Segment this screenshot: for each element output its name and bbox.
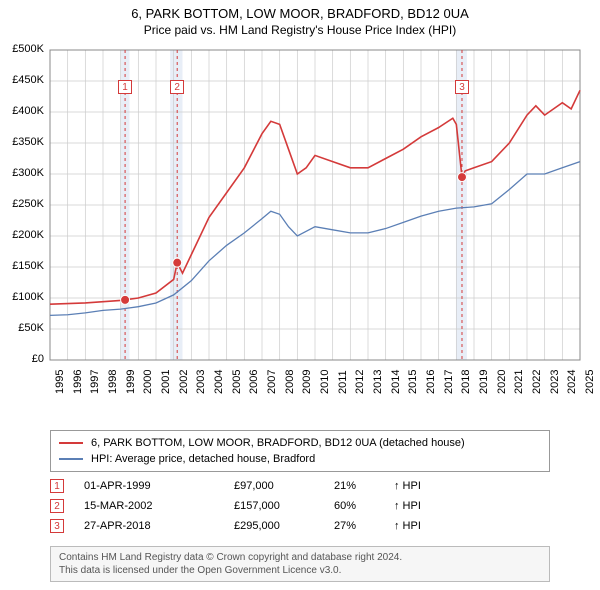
chart-subtitle: Price paid vs. HM Land Registry's House …: [0, 23, 600, 37]
x-tick-label: 2001: [160, 370, 172, 394]
x-tick-label: 2002: [178, 370, 190, 394]
transaction-marker: 1: [50, 479, 64, 493]
y-tick-label: £50K: [2, 322, 44, 334]
x-tick-label: 2015: [407, 370, 419, 394]
x-tick-label: 2011: [337, 370, 349, 394]
title-block: 6, PARK BOTTOM, LOW MOOR, BRADFORD, BD12…: [0, 0, 600, 37]
x-tick-label: 2023: [549, 370, 561, 394]
footnote-line: This data is licensed under the Open Gov…: [59, 564, 541, 577]
x-tick-label: 2009: [301, 370, 313, 394]
x-tick-label: 2008: [284, 370, 296, 394]
x-tick-label: 1999: [125, 370, 137, 394]
event-marker: 3: [455, 80, 469, 94]
legend-swatch: [59, 442, 83, 444]
x-tick-label: 1995: [54, 370, 66, 394]
x-tick-label: 2004: [213, 370, 225, 394]
transaction-marker: 3: [50, 519, 64, 533]
transaction-date: 15-MAR-2002: [84, 500, 234, 512]
x-tick-label: 2024: [566, 370, 578, 394]
x-tick-label: 2013: [372, 370, 384, 394]
legend-swatch: [59, 458, 83, 460]
x-tick-label: 2003: [195, 370, 207, 394]
transaction-price: £295,000: [234, 520, 334, 532]
x-tick-label: 2019: [478, 370, 490, 394]
x-tick-label: 1997: [89, 370, 101, 394]
x-tick-label: 2018: [460, 370, 472, 394]
chart-container: 6, PARK BOTTOM, LOW MOOR, BRADFORD, BD12…: [0, 0, 600, 590]
footnote: Contains HM Land Registry data © Crown c…: [50, 546, 550, 582]
transaction-date: 27-APR-2018: [84, 520, 234, 532]
transaction-row: 3 27-APR-2018£295,00027%↑ HPI: [50, 516, 454, 536]
y-tick-label: £200K: [2, 229, 44, 241]
chart-svg: [0, 40, 600, 420]
y-tick-label: £400K: [2, 105, 44, 117]
y-tick-label: £150K: [2, 260, 44, 272]
x-tick-label: 2005: [231, 370, 243, 394]
y-tick-label: £450K: [2, 74, 44, 86]
footnote-line: Contains HM Land Registry data © Crown c…: [59, 551, 541, 564]
chart-area: £0 £50K £100K £150K £200K £250K £300K £350K £400…: [0, 40, 600, 420]
transactions-table: 101-APR-1999£97,00021%↑ HPI215-MAR-2002£…: [50, 476, 454, 536]
x-tick-label: 1998: [107, 370, 119, 394]
transaction-direction: ↑ HPI: [394, 520, 454, 532]
x-tick-label: 2016: [425, 370, 437, 394]
y-tick-label: £0: [2, 353, 44, 365]
transaction-direction: ↑ HPI: [394, 500, 454, 512]
transaction-pct: 60%: [334, 500, 394, 512]
x-tick-label: 2021: [513, 370, 525, 394]
x-tick-label: 1996: [72, 370, 84, 394]
transaction-pct: 27%: [334, 520, 394, 532]
y-tick-label: £100K: [2, 291, 44, 303]
chart-title: 6, PARK BOTTOM, LOW MOOR, BRADFORD, BD12…: [0, 6, 600, 21]
y-tick-label: £250K: [2, 198, 44, 210]
transaction-row: 1 01-APR-1999£97,00021%↑ HPI: [50, 476, 454, 496]
transaction-pct: 21%: [334, 480, 394, 492]
y-tick-label: £350K: [2, 136, 44, 148]
event-marker: 2: [170, 80, 184, 94]
legend-label: HPI: Average price, detached house, Brad…: [91, 453, 315, 465]
legend: 6, PARK BOTTOM, LOW MOOR, BRADFORD, BD12…: [50, 430, 550, 472]
legend-label: 6, PARK BOTTOM, LOW MOOR, BRADFORD, BD12…: [91, 437, 465, 449]
x-tick-label: 2022: [531, 370, 543, 394]
y-tick-label: £500K: [2, 43, 44, 55]
x-tick-label: 2007: [266, 370, 278, 394]
transaction-price: £97,000: [234, 480, 334, 492]
transaction-marker: 2: [50, 499, 64, 513]
event-marker: 1: [118, 80, 132, 94]
x-tick-label: 2012: [354, 370, 366, 394]
transaction-row: 2 15-MAR-2002£157,00060%↑ HPI: [50, 496, 454, 516]
transaction-date: 01-APR-1999: [84, 480, 234, 492]
legend-item: 6, PARK BOTTOM, LOW MOOR, BRADFORD, BD12…: [59, 435, 541, 451]
x-tick-label: 2025: [584, 370, 596, 394]
y-tick-label: £300K: [2, 167, 44, 179]
x-tick-label: 2014: [390, 370, 402, 394]
x-tick-label: 2006: [248, 370, 260, 394]
transaction-direction: ↑ HPI: [394, 480, 454, 492]
x-tick-label: 2010: [319, 370, 331, 394]
x-tick-label: 2017: [443, 370, 455, 394]
legend-item: HPI: Average price, detached house, Brad…: [59, 451, 541, 467]
x-tick-label: 2000: [142, 370, 154, 394]
x-tick-label: 2020: [496, 370, 508, 394]
transaction-price: £157,000: [234, 500, 334, 512]
